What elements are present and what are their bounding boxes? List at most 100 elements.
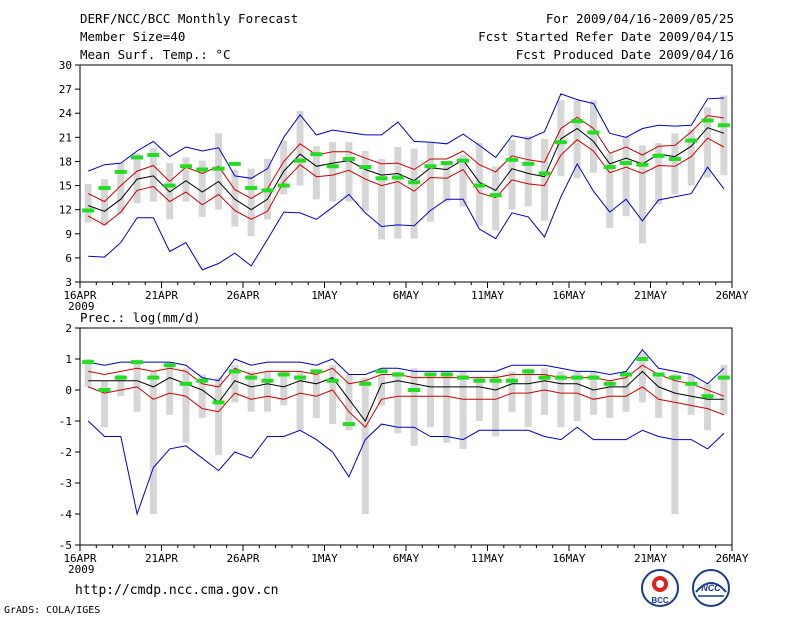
median-mark [424,372,437,377]
spread-box [541,368,549,415]
spread-box [361,150,369,212]
x-tick-label: 26MAY [715,289,748,302]
spread-box [606,380,614,418]
y-tick-label: 12 [59,204,72,217]
median-mark [457,158,470,163]
median-mark [261,378,274,383]
median-mark [375,176,388,181]
x-tick-label: 6MAY [393,289,420,302]
median-mark [538,171,551,176]
series-min-line [88,162,725,271]
y-tick-label: 27 [59,83,72,96]
median-mark [326,164,339,169]
median-mark [163,363,176,368]
median-mark [294,158,307,163]
forecast-period: For 2009/04/16-2009/05/25 [545,11,734,26]
x-tick-label: 16MAY [552,552,585,565]
produced-date: Fcst Produced Date 2009/04/16 [515,47,734,62]
plot-frame [79,64,733,283]
spread-box [280,371,288,406]
median-mark [98,185,111,190]
spread-box [296,110,304,186]
spread-box [508,371,516,412]
spread-box [84,183,92,223]
spread-box [329,142,337,202]
spread-box [671,133,679,195]
spread-box [410,368,418,446]
median-mark [196,167,209,172]
spread-box [117,163,125,214]
spread-box [100,380,108,428]
median-mark [196,378,209,383]
median-mark [277,372,290,377]
y-tick-label: 1 [65,353,72,366]
median-mark [114,375,127,380]
spread-box [215,133,223,210]
median-mark [717,375,730,380]
source-url[interactable]: http://cmdp.ncc.cma.gov.cn [75,583,279,598]
spread-box [378,374,386,406]
x-tick-label: 16APR [63,552,96,565]
spread-box [263,371,271,412]
spread-box [182,157,190,202]
median-mark [620,161,633,166]
series-max-line [88,93,724,179]
median-mark [294,375,307,380]
median-mark [701,118,714,123]
median-mark [245,375,258,380]
spread-box [606,154,614,229]
median-mark [636,162,649,167]
x-tick-label: 16MAY [552,289,585,302]
spread-box [524,135,532,207]
median-mark [228,161,241,166]
median-mark [717,123,730,128]
spread-box [133,153,141,204]
median-mark [228,369,241,374]
median-mark [277,183,290,188]
x-tick-label: 1MAY [311,552,338,565]
series-mean-line [88,127,725,212]
chart-title: DERF/NCC/BCC Monthly Forecast [80,11,299,26]
bcc-logo: BCC [641,569,679,607]
y-tick-label: 18 [59,155,72,168]
spread-box [687,374,695,415]
median-mark [685,138,698,143]
x-year-label: 2009 [68,563,95,576]
median-mark [505,157,518,162]
y-tick-label: -1 [59,415,72,428]
precipitation-panel: -5 -4 -3 -2 -1 0 1 2 16APR 21APR 26APR 1MAY 6MAY 11MA… [59,310,749,576]
spread-box [198,374,206,418]
spread-box [378,159,386,240]
spread-box [84,359,92,387]
median-mark [636,357,649,361]
member-size: Member Size=40 [80,29,186,44]
median-mark [603,165,616,170]
median-mark [603,381,616,386]
median-mark [489,193,502,198]
spread-box [443,371,451,443]
spread-box [100,179,108,226]
spread-box [394,371,402,434]
spread-box [361,377,369,514]
series-mean_black-line [88,370,724,422]
ncc-logo-text: NCC [701,583,721,593]
spread-box [443,161,451,202]
x-year-label: 2009 [68,300,95,313]
grads-credit: GrADS: COLA/IGES [4,605,101,616]
spread-box [149,371,157,514]
spread-box [622,371,630,412]
x-tick-label: 16APR [63,289,96,302]
spread-box [541,138,549,221]
median-mark [147,375,160,380]
spread-box [280,140,288,195]
y-tick-label: 3 [65,276,72,289]
median-mark [179,381,192,386]
x-tick-label: 21MAY [634,552,667,565]
median-mark [212,166,225,171]
x-tick-label: 21APR [145,552,178,565]
refer-date: Fcst Started Refer Date 2009/04/15 [478,29,734,44]
spread-box [557,100,565,176]
median-mark [587,130,600,135]
y-tick-label: 2 [65,322,72,335]
spread-box [671,374,679,514]
